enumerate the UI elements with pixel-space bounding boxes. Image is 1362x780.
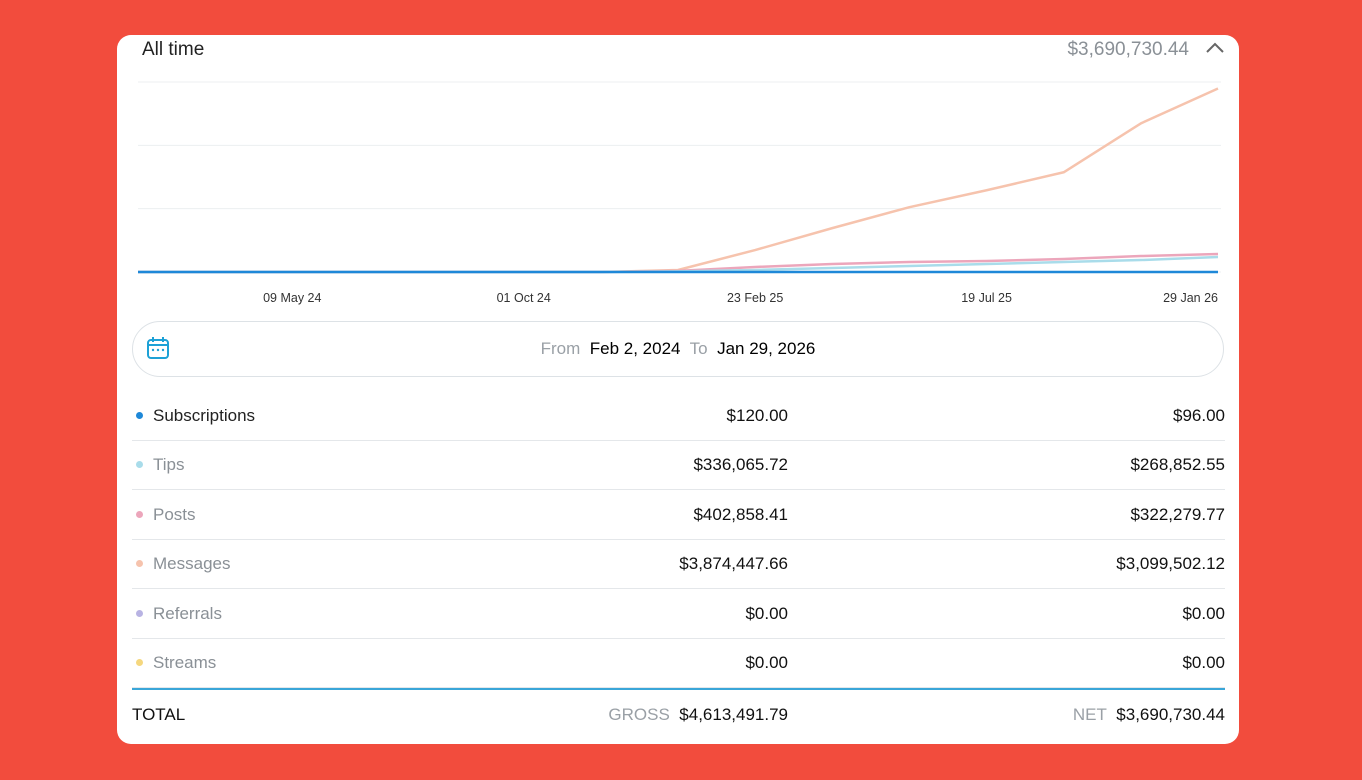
row-net: $322,279.77 (1130, 504, 1225, 524)
series-line (138, 87, 1219, 274)
table-row: Tips $336,065.72 $268,852.55 (132, 440, 1225, 491)
gross-value: $4,613,491.79 (679, 705, 788, 724)
collapse-icon[interactable] (1205, 41, 1225, 55)
date-range-text: From Feb 2, 2024 To Jan 29, 2026 (133, 339, 1223, 359)
row-gross: $402,858.41 (693, 504, 788, 524)
row-gross: $3,874,447.66 (679, 554, 788, 574)
legend-dot (136, 659, 143, 666)
table-row: Referrals $0.00 $0.00 (132, 589, 1225, 639)
row-name: Subscriptions (153, 406, 256, 425)
legend-dot (136, 609, 143, 617)
table-row: Posts $402,858.41 $322,279.77 (132, 490, 1225, 540)
total-row: TOTAL GROSS $4,613,491.79 NET $3,690,730… (132, 688, 1225, 738)
row-name: Tips (153, 455, 185, 475)
x-tick-label: 09 May 24 (263, 291, 321, 305)
legend-dot (136, 412, 143, 419)
row-gross: $0.00 (745, 653, 788, 672)
net-label: NET (1072, 705, 1107, 724)
date-range[interactable]: From Feb 2, 2024 To Jan 29, 2026 (132, 321, 1224, 377)
row-net: $268,852.55 (1130, 455, 1225, 475)
total-gross: GROSS $4,613,491.79 (608, 705, 788, 725)
to-date: Jan 29, 2026 (717, 339, 816, 358)
row-name: Posts (153, 504, 196, 524)
x-tick-label: 29 Jan 26 (1163, 291, 1218, 305)
header-total: $3,690,730.44 (1067, 39, 1189, 60)
total-label: TOTAL (132, 705, 186, 724)
calendar-icon[interactable] (146, 336, 170, 360)
x-tick-label: 23 Feb 25 (727, 291, 783, 305)
row-net: $0.00 (1182, 603, 1225, 623)
table-row: Streams $0.00 $0.00 (132, 638, 1225, 688)
from-date: Feb 2, 2024 (589, 339, 681, 358)
total-net: NET $3,690,730.44 (1073, 705, 1225, 725)
row-gross: $0.00 (745, 603, 788, 623)
period-title[interactable]: All time (142, 39, 205, 60)
x-tick-label: 19 Jul 25 (961, 291, 1012, 305)
row-name: Streams (153, 653, 217, 672)
to-label: To (689, 339, 708, 358)
row-net: $0.00 (1182, 653, 1225, 672)
row-gross: $120.00 (726, 406, 788, 425)
from-label: From (540, 339, 581, 358)
x-tick-label: 01 Oct 24 (497, 291, 551, 305)
row-net: $3,099,502.12 (1116, 554, 1225, 574)
legend-dot (136, 560, 143, 568)
table-row: Messages $3,874,447.66 $3,099,502.12 (132, 539, 1225, 590)
table-row: Subscriptions $120.00 $96.00 (132, 391, 1225, 441)
row-gross: $336,065.72 (693, 455, 788, 475)
row-name: Messages (153, 554, 231, 574)
row-net: $96.00 (1173, 406, 1225, 425)
net-value: $3,690,730.44 (1116, 705, 1225, 724)
gross-label: GROSS (608, 705, 670, 724)
chart: 09 May 24 01 Oct 24 23 Feb 25 19 Jul 25 29 J… (138, 81, 1221, 305)
row-name: Referrals (153, 603, 222, 623)
earnings-card: All time $3,690,730.44 09 May 24 01 Oct 2… (117, 35, 1239, 744)
legend-dot (136, 510, 143, 518)
legend-dot (136, 461, 143, 469)
